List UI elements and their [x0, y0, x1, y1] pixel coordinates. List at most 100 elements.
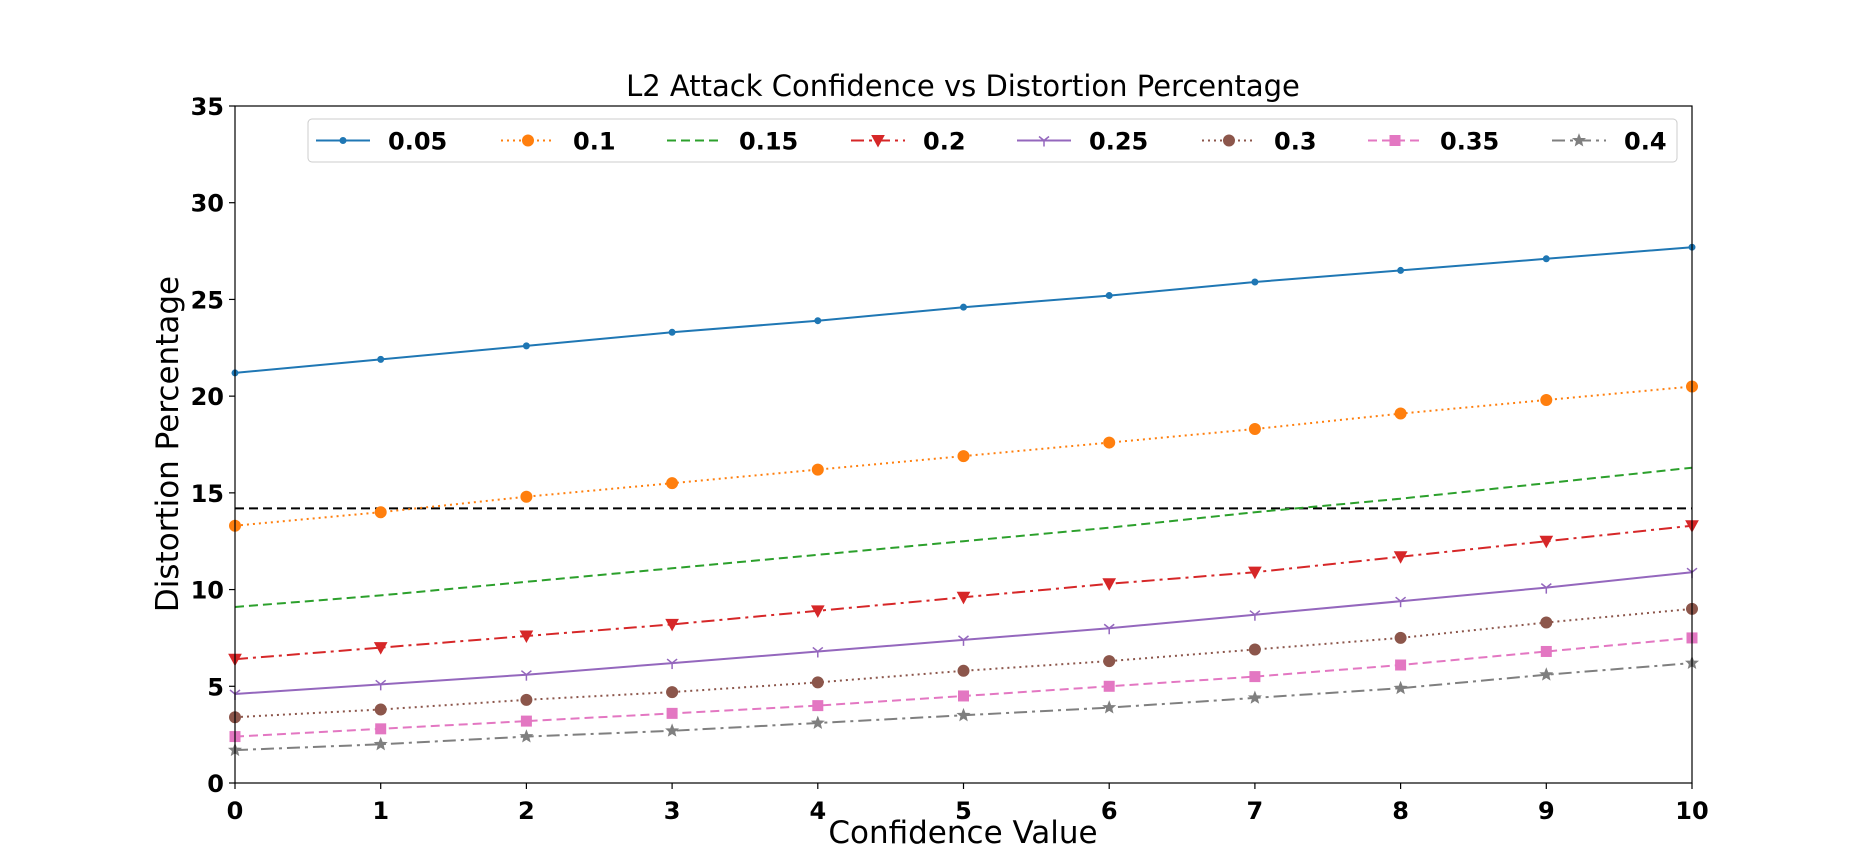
- data-point-0.35-6: [1103, 680, 1115, 692]
- data-point-0.25-7: [1249, 610, 1261, 621]
- data-point-0.35-1: [375, 723, 387, 735]
- legend-label-0.15: 0.15: [739, 128, 798, 156]
- data-point-0.3-6: [1103, 655, 1116, 668]
- series-0.35: [229, 632, 1698, 743]
- data-point-0.1-2: [520, 490, 533, 503]
- data-point-0.4-7: [1247, 690, 1262, 704]
- y-tick-label-35: 35: [191, 93, 224, 121]
- data-point-0.2-1: [373, 642, 388, 655]
- data-point-0.4-8: [1393, 680, 1408, 695]
- legend-entry-0.4: 0.4: [1552, 128, 1667, 156]
- data-point-0.35-4: [812, 700, 824, 712]
- y-tick-label-15: 15: [191, 480, 224, 508]
- x-tick-label-3: 3: [664, 797, 681, 825]
- data-point-0.3-5: [957, 664, 970, 677]
- legend-label-0.3: 0.3: [1274, 128, 1317, 156]
- data-point-0.2-7: [1248, 566, 1262, 580]
- data-point-0.35-8: [1395, 659, 1407, 671]
- series-line-0.1: [234, 385, 1693, 527]
- series-0.05: [231, 243, 1696, 377]
- series-line-0.15: [234, 466, 1693, 608]
- legend-marker-0.25: [1038, 135, 1050, 147]
- data-point-0.3-3: [666, 686, 679, 699]
- data-point-0.1-1: [374, 506, 387, 519]
- data-point-0.25-3: [666, 658, 678, 670]
- data-point-0.3-9: [1540, 616, 1553, 629]
- x-tick-label-1: 1: [372, 797, 389, 825]
- data-point-0.1-4: [811, 463, 824, 476]
- y-tick-label-5: 5: [207, 673, 224, 701]
- data-point-0.05-1: [377, 355, 385, 363]
- data-point-0.2-3: [665, 618, 679, 632]
- data-point-0.2-2: [519, 630, 534, 644]
- data-point-0.4-4: [810, 715, 825, 730]
- data-point-0.35-3: [666, 707, 678, 719]
- chart-title: L2 Attack Confidence vs Distortion Perce…: [626, 69, 1300, 103]
- data-point-0.25-4: [812, 646, 824, 658]
- data-point-0.1-9: [1540, 394, 1553, 407]
- legend-marker-0.05: [339, 137, 347, 144]
- data-point-0.1-7: [1248, 423, 1261, 436]
- y-axis-label: Distortion Percentage: [150, 276, 186, 612]
- x-tick-label-8: 8: [1392, 797, 1409, 825]
- data-point-0.05-3: [668, 328, 676, 336]
- x-tick-label-5: 5: [955, 797, 972, 825]
- legend-frame: [307, 118, 1678, 163]
- x-tick-label-4: 4: [809, 797, 826, 825]
- x-tick-label-10: 10: [1675, 797, 1708, 825]
- legend-entry-0.15: 0.15: [667, 128, 798, 156]
- data-point-0.4-2: [519, 729, 534, 743]
- data-point-0.25-1: [375, 679, 387, 691]
- data-point-0.1-3: [666, 477, 679, 490]
- x-tick-label-2: 2: [518, 797, 535, 825]
- x-tick-label-7: 7: [1247, 797, 1264, 825]
- data-point-0.1-8: [1394, 407, 1407, 420]
- plot-area: [228, 243, 1699, 757]
- data-point-0.05-9: [1542, 255, 1550, 263]
- data-point-0.2-9: [1539, 535, 1554, 549]
- series-0.1: [229, 380, 1698, 532]
- data-point-0.05-2: [522, 342, 530, 350]
- data-point-0.25-9: [1540, 583, 1552, 594]
- y-tick-label-25: 25: [191, 286, 224, 314]
- legend-entry-0.35: 0.35: [1368, 128, 1499, 156]
- data-point-0.4-5: [956, 707, 971, 722]
- legend-entry-0.25: 0.25: [1017, 128, 1148, 156]
- data-point-0.1-5: [957, 450, 970, 463]
- data-point-0.3-8: [1394, 631, 1407, 644]
- data-point-0.3-4: [811, 676, 824, 689]
- legend-label-0.35: 0.35: [1440, 128, 1499, 156]
- data-point-0.3-7: [1248, 643, 1261, 656]
- series-0.15: [234, 466, 1693, 608]
- data-point-0.4-6: [1102, 700, 1117, 714]
- data-point-0.1-6: [1103, 436, 1116, 449]
- data-point-0.2-8: [1393, 551, 1408, 564]
- legend-marker-0.2: [871, 135, 885, 148]
- data-point-0.2-6: [1102, 578, 1117, 591]
- data-point-0.35-5: [958, 690, 969, 702]
- series-line-0.35: [234, 636, 1693, 738]
- legend-marker-0.35: [1389, 135, 1401, 146]
- data-point-0.35-9: [1540, 645, 1552, 657]
- data-point-0.25-5: [958, 635, 969, 646]
- data-point-0.3-2: [520, 693, 533, 706]
- x-tick-label-0: 0: [227, 797, 244, 825]
- data-point-0.05-5: [960, 303, 967, 311]
- legend-marker-0.4: [1572, 133, 1586, 147]
- legend: 0.05 0.1 0.15 0.2 0.25 0.3 0.35 0.4: [307, 118, 1678, 163]
- data-point-0.35-7: [1249, 671, 1261, 683]
- data-point-0.25-2: [520, 670, 532, 681]
- data-point-0.05-4: [814, 317, 822, 325]
- y-tick-label-30: 30: [191, 190, 224, 218]
- legend-label-0.1: 0.1: [573, 128, 616, 156]
- legend-label-0.25: 0.25: [1089, 128, 1148, 156]
- legend-entry-0.05: 0.05: [316, 128, 447, 156]
- x-axis-label: Confidence Value: [828, 815, 1097, 851]
- series-0.2: [228, 520, 1699, 667]
- y-tick-label-0: 0: [207, 770, 224, 798]
- data-point-0.3-1: [374, 703, 387, 716]
- y-tick-label-10: 10: [191, 577, 224, 605]
- legend-entry-0.1: 0.1: [501, 128, 616, 156]
- data-point-0.4-9: [1539, 667, 1554, 681]
